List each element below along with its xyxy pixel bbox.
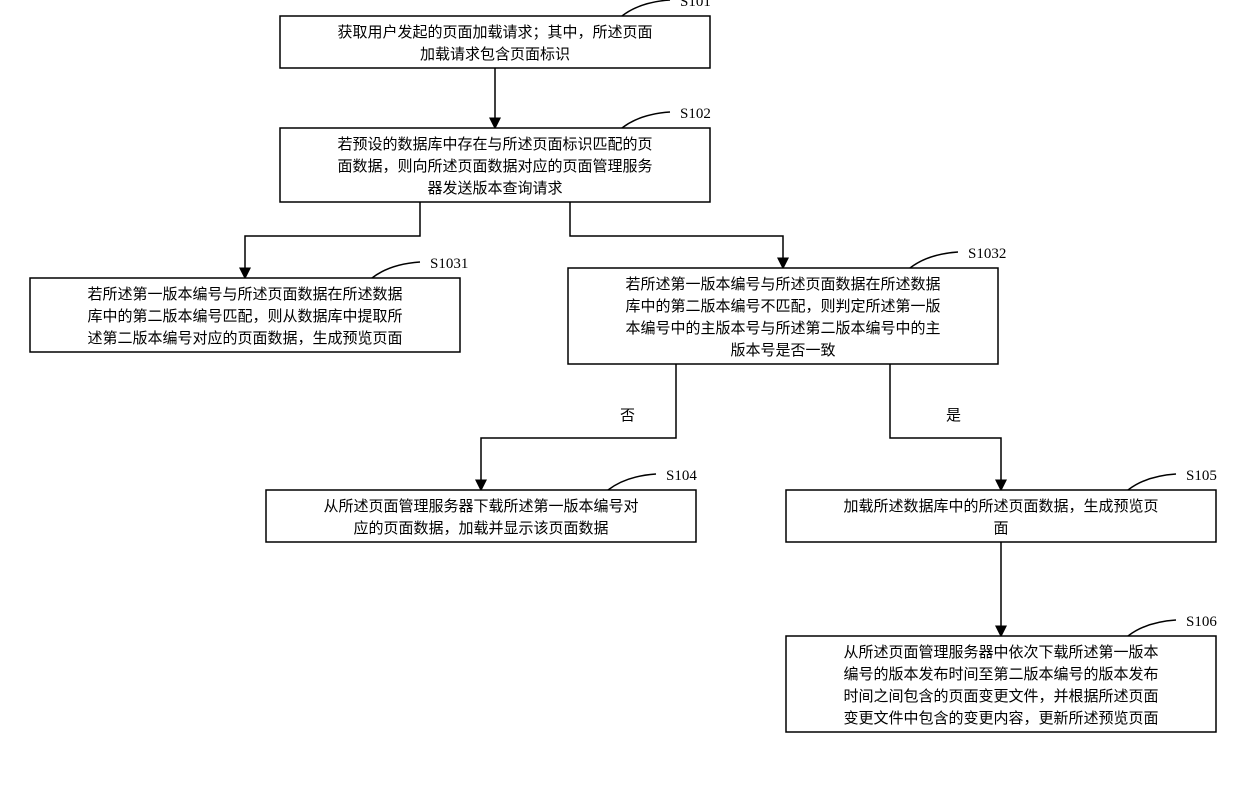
node-s101-step-label: S101 [680,0,711,10]
node-s102-step-tick [622,112,670,128]
edge-s102-s1032 [570,202,783,268]
edge-s1032-s105 [890,364,1001,490]
node-s104-step-label: S104 [666,468,697,484]
edge-s1032-s104 [481,364,676,490]
node-s1032: 若所述第一版本编号与所述页面数据在所述数据库中的第二版本编号不匹配，则判定所述第… [568,246,1006,364]
node-s1031-step-label: S1031 [430,256,468,272]
node-s1031-text: 若所述第一版本编号与所述页面数据在所述数据库中的第二版本编号匹配，则从数据库中提… [87,285,402,347]
node-s105-step-tick [1128,474,1176,490]
node-s106-step-tick [1128,620,1176,636]
node-s106-step-label: S106 [1186,614,1217,630]
node-s101: 获取用户发起的页面加载请求；其中，所述页面加载请求包含页面标识S101 [280,0,711,68]
edge-label-s1032-s104: 否 [620,408,635,424]
node-s1032-step-tick [910,252,958,268]
edge-label-s1032-s105: 是 [946,408,961,424]
node-s1032-step-label: S1032 [968,246,1006,262]
node-s1031-step-tick [372,262,420,278]
node-s101-step-tick [622,0,670,16]
node-s104-step-tick [608,474,656,490]
node-s1031: 若所述第一版本编号与所述页面数据在所述数据库中的第二版本编号匹配，则从数据库中提… [30,256,468,352]
node-s105-step-label: S105 [1186,468,1217,484]
flowchart: 否是获取用户发起的页面加载请求；其中，所述页面加载请求包含页面标识S101若预设… [0,0,1240,785]
node-s102-step-label: S102 [680,106,711,122]
